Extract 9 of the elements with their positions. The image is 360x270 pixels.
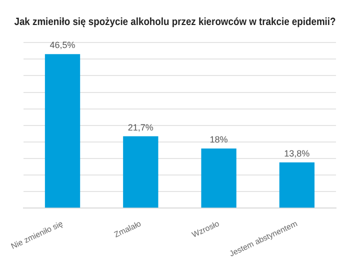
bar [123,136,158,208]
bar [201,148,236,208]
bar [44,54,80,208]
bar [279,162,315,208]
data-label: 21,7% [128,122,154,132]
data-label: 46,5% [50,40,76,50]
data-label: 13,8% [284,148,310,158]
data-label: 18% [210,134,228,145]
chart-title: Jak zmieniło się spożycie alkoholu przez kierowców w trakcie epidemii? [14,16,336,28]
